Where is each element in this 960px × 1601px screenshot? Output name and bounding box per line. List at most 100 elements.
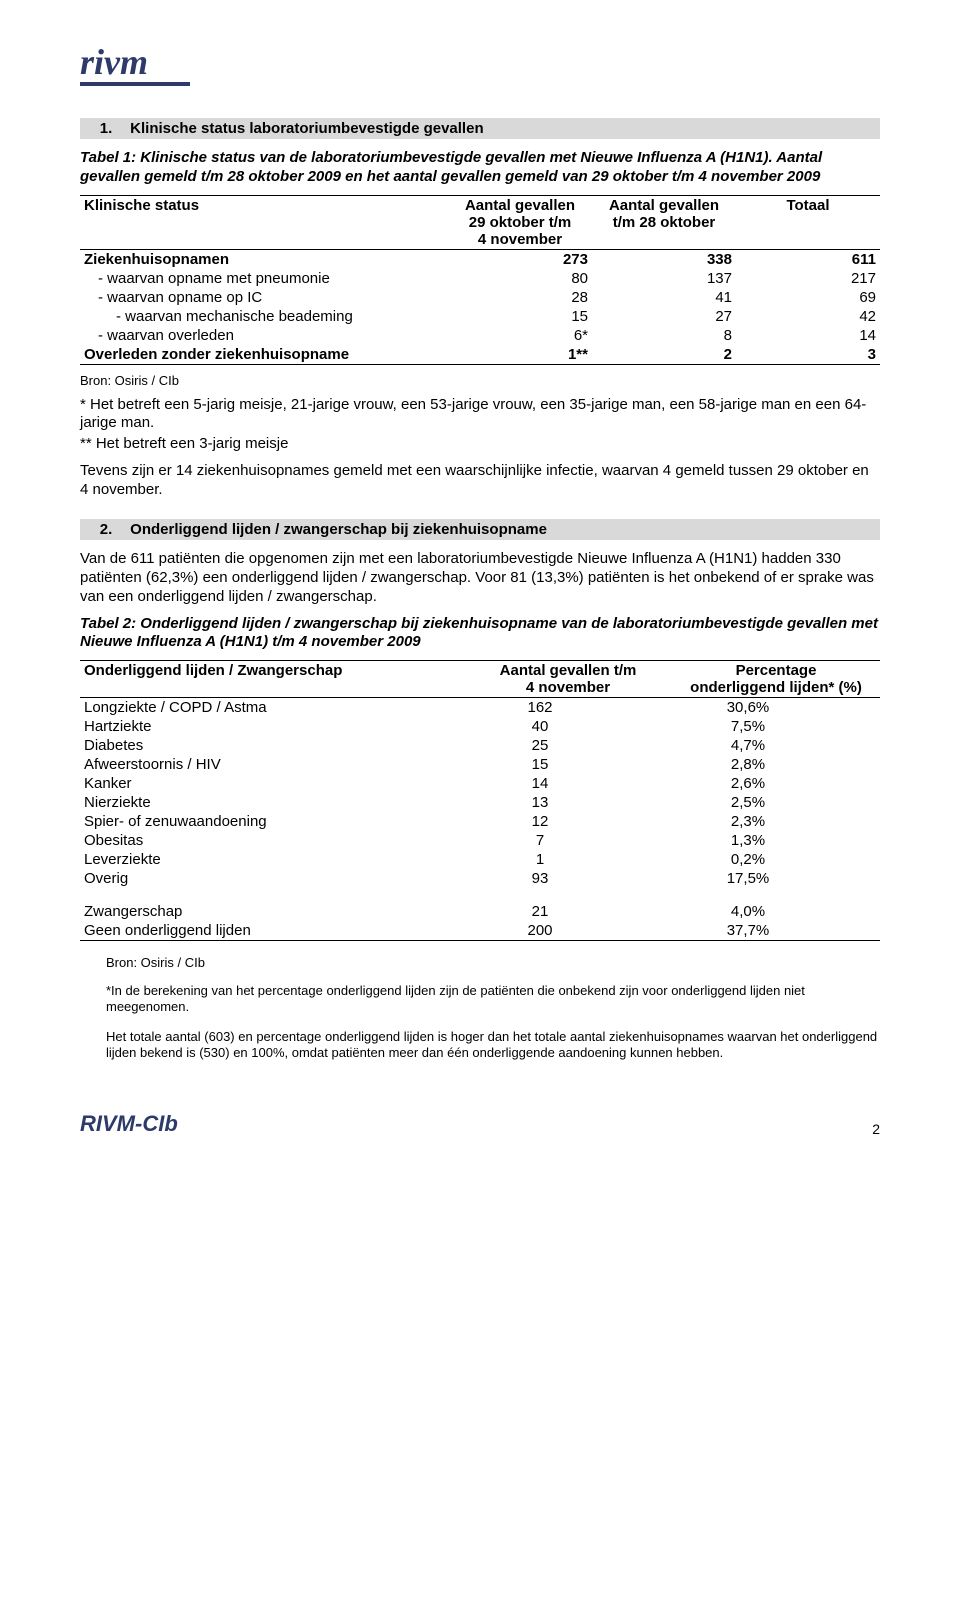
table-row: - waarvan opname op IC284169 [80,288,880,307]
t1-value: 611 [736,249,880,269]
table-1-caption: Tabel 1: Klinische status van de laborat… [80,149,880,187]
table-row: Hartziekte407,5% [80,717,880,736]
t2-value-pct: 2,3% [672,812,880,831]
t1-value: 27 [592,307,736,326]
rivm-logo: rivm [80,40,880,88]
footer-logo: RIVM-CIb [80,1111,178,1137]
t2-label: Geen onderliggend lijden [80,921,464,941]
t2-value-pct: 2,5% [672,793,880,812]
t1-label: - waarvan overleden [80,326,448,345]
t2-value-count: 200 [464,921,672,941]
table-2: Onderliggend lijden / Zwangerschap Aanta… [80,660,880,941]
t2-value-pct: 7,5% [672,717,880,736]
section-1-number: 1. [86,120,126,137]
table-row: Leverziekte10,2% [80,850,880,869]
t1-label: - waarvan opname op IC [80,288,448,307]
t1-value: 8 [592,326,736,345]
t2-value-count: 7 [464,831,672,850]
t1-value: 2 [592,345,736,365]
t2-value-pct: 17,5% [672,869,880,888]
table-row: Spier- of zenuwaandoening122,3% [80,812,880,831]
t1-value: 80 [448,269,592,288]
t2-label: Hartziekte [80,717,464,736]
t2-value-count: 14 [464,774,672,793]
footnote-2a: *In de berekening van het percentage ond… [106,983,880,1016]
t1-label: Overleden zonder ziekenhuisopname [80,345,448,365]
t2-value-count: 12 [464,812,672,831]
t1-value: 28 [448,288,592,307]
t1-value: 217 [736,269,880,288]
t1-value: 137 [592,269,736,288]
t2-label: Kanker [80,774,464,793]
table-row: Ziekenhuisopnamen273338611 [80,249,880,269]
t2-value-count: 25 [464,736,672,755]
table-row: Nierziekte132,5% [80,793,880,812]
section-1-title: Klinische status laboratoriumbevestigde … [130,120,483,137]
t1-value: 15 [448,307,592,326]
t2-value-count: 13 [464,793,672,812]
t1-h4: Totaal [736,195,880,249]
t2-value-pct: 4,0% [672,902,880,921]
t2-value-pct: 2,6% [672,774,880,793]
t2-label: Nierziekte [80,793,464,812]
table-2-caption: Tabel 2: Onderliggend lijden / zwangersc… [80,615,880,653]
t1-label: - waarvan mechanische beademing [80,307,448,326]
t1-label: Ziekenhuisopnamen [80,249,448,269]
t1-h2: Aantal gevallen 29 oktober t/m 4 novembe… [448,195,592,249]
t2-value-pct: 1,3% [672,831,880,850]
paragraph-1: Tevens zijn er 14 ziekenhuisopnames geme… [80,462,880,500]
t2-label: Overig [80,869,464,888]
section-1-header: 1. Klinische status laboratoriumbevestig… [80,118,880,139]
t2-label: Afweerstoornis / HIV [80,755,464,774]
source-1: Bron: Osiris / CIb [80,373,880,388]
t2-h3: Percentage onderliggend lijden* (%) [672,661,880,698]
t2-label: Obesitas [80,831,464,850]
t2-value-count: 15 [464,755,672,774]
t2-value-count: 1 [464,850,672,869]
t2-value-count: 40 [464,717,672,736]
table-row: Overig9317,5% [80,869,880,888]
t1-value: 1** [448,345,592,365]
t1-value: 3 [736,345,880,365]
table-row: Obesitas71,3% [80,831,880,850]
page-number: 2 [872,1121,880,1137]
t2-value-count: 93 [464,869,672,888]
t2-label: Spier- of zenuwaandoening [80,812,464,831]
table-1: Klinische status Aantal gevallen 29 okto… [80,195,880,365]
t2-value-count: 162 [464,698,672,718]
t2-label: Longziekte / COPD / Astma [80,698,464,718]
t2-value-pct: 37,7% [672,921,880,941]
section-2-header: 2. Onderliggend lijden / zwangerschap bi… [80,519,880,540]
t2-label: Leverziekte [80,850,464,869]
table-row: Afweerstoornis / HIV152,8% [80,755,880,774]
t2-label: Diabetes [80,736,464,755]
footnote-1a: * Het betreft een 5-jarig meisje, 21-jar… [80,396,880,434]
table-row: - waarvan overleden6*814 [80,326,880,345]
t1-value: 42 [736,307,880,326]
t2-value-pct: 2,8% [672,755,880,774]
t2-label: Zwangerschap [80,902,464,921]
section-2-title: Onderliggend lijden / zwangerschap bij z… [130,521,547,538]
page-footer: RIVM-CIb 2 [80,1111,880,1137]
t2-value-count: 21 [464,902,672,921]
t1-value: 14 [736,326,880,345]
t1-value: 6* [448,326,592,345]
t1-value: 273 [448,249,592,269]
t1-h3: Aantal gevallen t/m 28 oktober [592,195,736,249]
table-row: Overleden zonder ziekenhuisopname1**23 [80,345,880,365]
paragraph-2: Van de 611 patiënten die opgenomen zijn … [80,550,880,606]
t2-h2: Aantal gevallen t/m 4 november [464,661,672,698]
t1-value: 338 [592,249,736,269]
logo-text: rivm [80,42,148,82]
t1-value: 69 [736,288,880,307]
t1-label: - waarvan opname met pneumonie [80,269,448,288]
t2-value-pct: 30,6% [672,698,880,718]
footnote-1b: ** Het betreft een 3-jarig meisje [80,435,880,454]
section-2-number: 2. [86,521,126,538]
table-row: - waarvan opname met pneumonie80137217 [80,269,880,288]
t1-h1: Klinische status [80,195,448,249]
table-row: Geen onderliggend lijden20037,7% [80,921,880,941]
t2-value-pct: 0,2% [672,850,880,869]
source-2: Bron: Osiris / CIb [106,955,880,970]
footnote-2b: Het totale aantal (603) en percentage on… [106,1029,880,1062]
